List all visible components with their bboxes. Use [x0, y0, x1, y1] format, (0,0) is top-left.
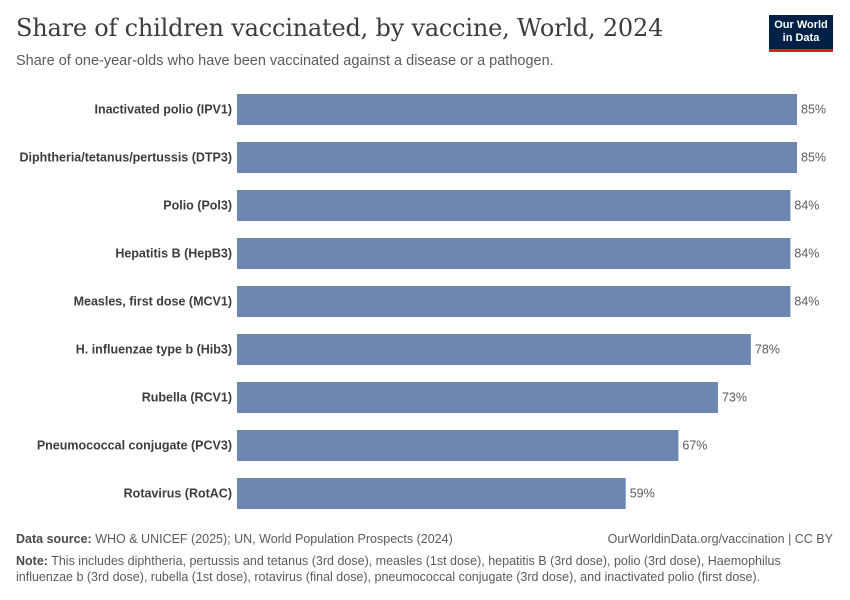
bar[interactable]	[237, 238, 791, 269]
category-label: Polio (Pol3)	[163, 199, 232, 213]
chart-subtitle: Share of one-year-olds who have been vac…	[16, 53, 554, 69]
logo-line-2: in Data	[782, 32, 820, 44]
value-label: 85%	[801, 151, 826, 165]
value-label: 78%	[755, 343, 780, 357]
source-text: WHO & UNICEF (2025); UN, World Populatio…	[91, 532, 453, 546]
category-label: Diphtheria/tetanus/pertussis (DTP3)	[19, 151, 232, 165]
bar[interactable]	[237, 430, 679, 461]
bar[interactable]	[237, 382, 718, 413]
value-label: 73%	[722, 391, 747, 405]
logo-line-1: Our World	[774, 19, 828, 31]
source-label: Data source:	[16, 532, 92, 546]
category-label: H. influenzae type b (Hib3)	[76, 343, 232, 357]
value-label: 84%	[794, 247, 819, 261]
value-label: 84%	[794, 199, 819, 213]
category-label: Rotavirus (RotAC)	[124, 487, 232, 501]
category-label: Rubella (RCV1)	[142, 391, 232, 405]
bar[interactable]	[237, 334, 751, 365]
value-label: 67%	[682, 439, 707, 453]
bar-chart: Inactivated polio (IPV1) 85% Diphtheria/te…	[19, 94, 826, 509]
category-label: Inactivated polio (IPV1)	[94, 103, 232, 117]
chart-note: Note: This includes diphtheria, pertussi…	[16, 553, 833, 585]
category-label: Pneumococcal conjugate (PCV3)	[37, 439, 232, 453]
category-label: Hepatitis B (HepB3)	[115, 247, 232, 261]
bar[interactable]	[237, 94, 797, 125]
bar[interactable]	[237, 286, 791, 317]
bar[interactable]	[237, 190, 791, 221]
value-label: 84%	[794, 295, 819, 309]
bar[interactable]	[237, 478, 626, 509]
category-label: Measles, first dose (MCV1)	[74, 295, 232, 309]
bar[interactable]	[237, 142, 797, 173]
value-label: 85%	[801, 103, 826, 117]
value-label: 59%	[630, 487, 655, 501]
source-url-link[interactable]: OurWorldinData.org/vaccination | CC BY	[607, 532, 833, 546]
data-source-line: Data source: WHO & UNICEF (2025); UN, Wo…	[16, 532, 833, 546]
chart-title: Share of children vaccinated, by vaccine…	[16, 14, 664, 42]
note-text: This includes diphtheria, pertussis and …	[16, 554, 781, 584]
note-label: Note:	[16, 554, 48, 568]
owid-logo[interactable]: Our World in Data	[769, 15, 833, 52]
